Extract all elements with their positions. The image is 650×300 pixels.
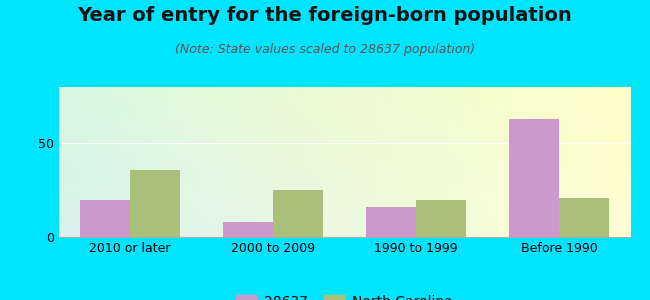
Bar: [273, 190, 323, 237]
Bar: [223, 222, 273, 237]
Bar: [366, 207, 416, 237]
Bar: [130, 169, 180, 237]
Text: Year of entry for the foreign-born population: Year of entry for the foreign-born popul…: [77, 6, 573, 25]
Bar: [559, 198, 609, 237]
Legend: 28637, North Carolina: 28637, North Carolina: [231, 289, 458, 300]
Bar: [80, 200, 130, 237]
Bar: [509, 119, 559, 237]
Text: (Note: State values scaled to 28637 population): (Note: State values scaled to 28637 popu…: [175, 44, 475, 56]
Bar: [416, 200, 466, 237]
